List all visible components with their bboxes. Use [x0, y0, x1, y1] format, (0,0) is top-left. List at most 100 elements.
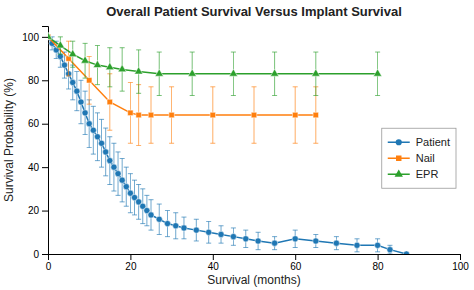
error-bar-cap-low — [132, 214, 137, 215]
error-bar-cap-low — [128, 143, 133, 144]
error-bar — [149, 200, 154, 230]
error-bar-cap-low — [165, 236, 170, 237]
error-bar-cap-low — [99, 167, 104, 168]
legend-symbol — [395, 169, 403, 176]
error-bar — [120, 158, 125, 201]
point — [82, 110, 88, 116]
error-bar-cap-low — [293, 143, 298, 144]
point — [86, 121, 92, 127]
chart-container: 020406080100020406080100PatientNailEPROv… — [0, 0, 474, 290]
x-tick-mark — [213, 254, 214, 260]
point — [106, 62, 114, 69]
error-bar — [387, 245, 392, 254]
error-bar-cap-low — [107, 184, 112, 185]
point — [188, 69, 196, 76]
error-bar-cap-high — [231, 227, 236, 228]
point — [78, 99, 84, 105]
error-bar-cap-low — [83, 78, 88, 79]
error-bar-cap-high — [375, 238, 380, 239]
error-bar — [355, 239, 360, 252]
point — [57, 53, 63, 59]
point — [270, 69, 278, 76]
y-tick-label: 80 — [28, 75, 40, 86]
x-tick: 100 — [452, 254, 469, 272]
error-bar-cap-low — [313, 95, 318, 96]
y-tick: 80 — [28, 75, 48, 86]
error-bar — [293, 87, 298, 143]
error-bar-cap-low — [272, 95, 277, 96]
y-tick-mark — [42, 211, 48, 212]
legend-label: Patient — [416, 136, 450, 148]
y-tick: 100 — [22, 32, 48, 43]
error-bar-cap-low — [107, 130, 112, 131]
error-bar — [74, 72, 79, 111]
error-bar-cap-low — [173, 238, 178, 239]
error-bar-cap-high — [375, 52, 380, 53]
y-tick-label: 20 — [28, 205, 40, 216]
error-bar-cap-high — [83, 43, 88, 44]
error-bar-cap-high — [132, 180, 137, 181]
y-tick-mark — [42, 124, 48, 125]
x-tick-mark — [130, 254, 131, 260]
point — [255, 238, 261, 244]
point — [373, 69, 381, 76]
x-tick-label: 80 — [373, 261, 385, 272]
point — [119, 177, 125, 183]
error-bar-cap-high — [293, 230, 298, 231]
y-tick-mark — [42, 254, 48, 255]
error-bar-cap-high — [95, 112, 100, 113]
error-bar-cap-low — [149, 230, 154, 231]
error-bar — [210, 87, 215, 143]
error-bar-cap-low — [70, 99, 75, 100]
error-bar-cap-high — [181, 217, 186, 218]
error-bar — [206, 221, 211, 243]
x-tick-label: 60 — [290, 261, 302, 272]
error-bar-cap-high — [128, 173, 133, 174]
error-bar — [165, 211, 170, 237]
point — [134, 67, 142, 74]
error-bar-cap-high — [313, 52, 318, 53]
error-bar — [157, 204, 162, 234]
y-tick-label: 60 — [28, 118, 40, 129]
legend-box — [382, 128, 456, 188]
error-bar-cap-high — [149, 86, 154, 87]
point — [206, 229, 212, 235]
error-bar-cap-high — [355, 238, 360, 239]
error-bar — [132, 180, 137, 215]
point — [181, 225, 187, 231]
series — [48, 34, 410, 254]
point — [107, 158, 113, 164]
error-bar — [219, 226, 224, 243]
error-bar-cap-high — [219, 225, 224, 226]
error-bar-cap-high — [140, 188, 145, 189]
error-bar-cap-low — [313, 143, 318, 144]
error-bar-cap-high — [272, 236, 277, 237]
point — [148, 212, 154, 218]
y-tick-label: 0 — [33, 249, 39, 260]
point — [81, 56, 89, 63]
error-bar-cap-low — [120, 91, 125, 92]
point — [94, 134, 100, 140]
y-tick: 20 — [28, 205, 48, 216]
error-bar-cap-low — [157, 95, 162, 96]
y-tick-mark — [42, 167, 48, 168]
point — [173, 223, 179, 229]
point — [333, 240, 339, 246]
x-tick-label: 40 — [208, 261, 220, 272]
error-bar-cap-low — [74, 110, 79, 111]
error-bar-cap-low — [70, 67, 75, 68]
error-bar — [78, 80, 83, 123]
error-bar — [66, 41, 71, 76]
error-bar-cap-low — [219, 243, 224, 244]
error-bar — [313, 87, 318, 143]
point — [272, 240, 278, 246]
error-bar — [87, 100, 92, 148]
point — [111, 164, 117, 170]
error-bar — [149, 87, 154, 143]
point — [292, 112, 297, 117]
error-bar — [169, 87, 174, 143]
error-bar-cap-high — [190, 52, 195, 53]
x-tick: 0 — [46, 254, 52, 272]
point — [169, 112, 174, 117]
x-tick: 40 — [208, 254, 220, 272]
